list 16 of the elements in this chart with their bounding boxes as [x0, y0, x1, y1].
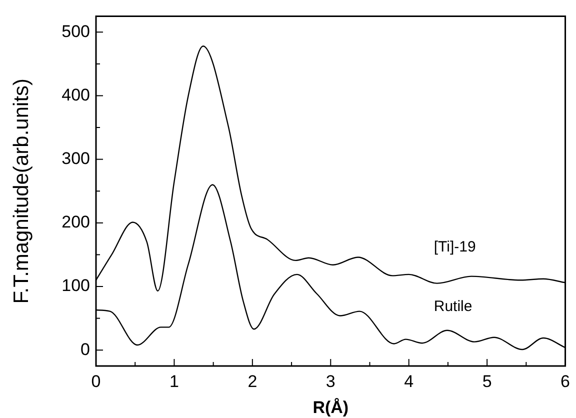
series-label: Rutile — [434, 298, 472, 316]
x-tick-label: 1 — [169, 372, 179, 391]
y-tick-label: 100 — [62, 276, 90, 296]
y-tick-label: 500 — [62, 22, 90, 41]
y-tick-label: 0 — [80, 340, 90, 359]
x-tick-label: 4 — [404, 372, 414, 391]
y-tick-label: 400 — [62, 85, 90, 104]
series-label: [Ti]-19 — [434, 238, 476, 256]
x-tick-label: 3 — [326, 372, 336, 391]
x-tick-label: 2 — [248, 372, 258, 391]
y-tick-label: 300 — [62, 148, 90, 168]
x-tick-label: 6 — [560, 372, 570, 391]
x-axis-title: R(Å) — [312, 398, 349, 417]
x-tick-label: 5 — [482, 372, 492, 391]
y-tick-label: 200 — [62, 212, 90, 232]
y-axis-title: F.T.magnitude(arb.units) — [10, 78, 33, 304]
